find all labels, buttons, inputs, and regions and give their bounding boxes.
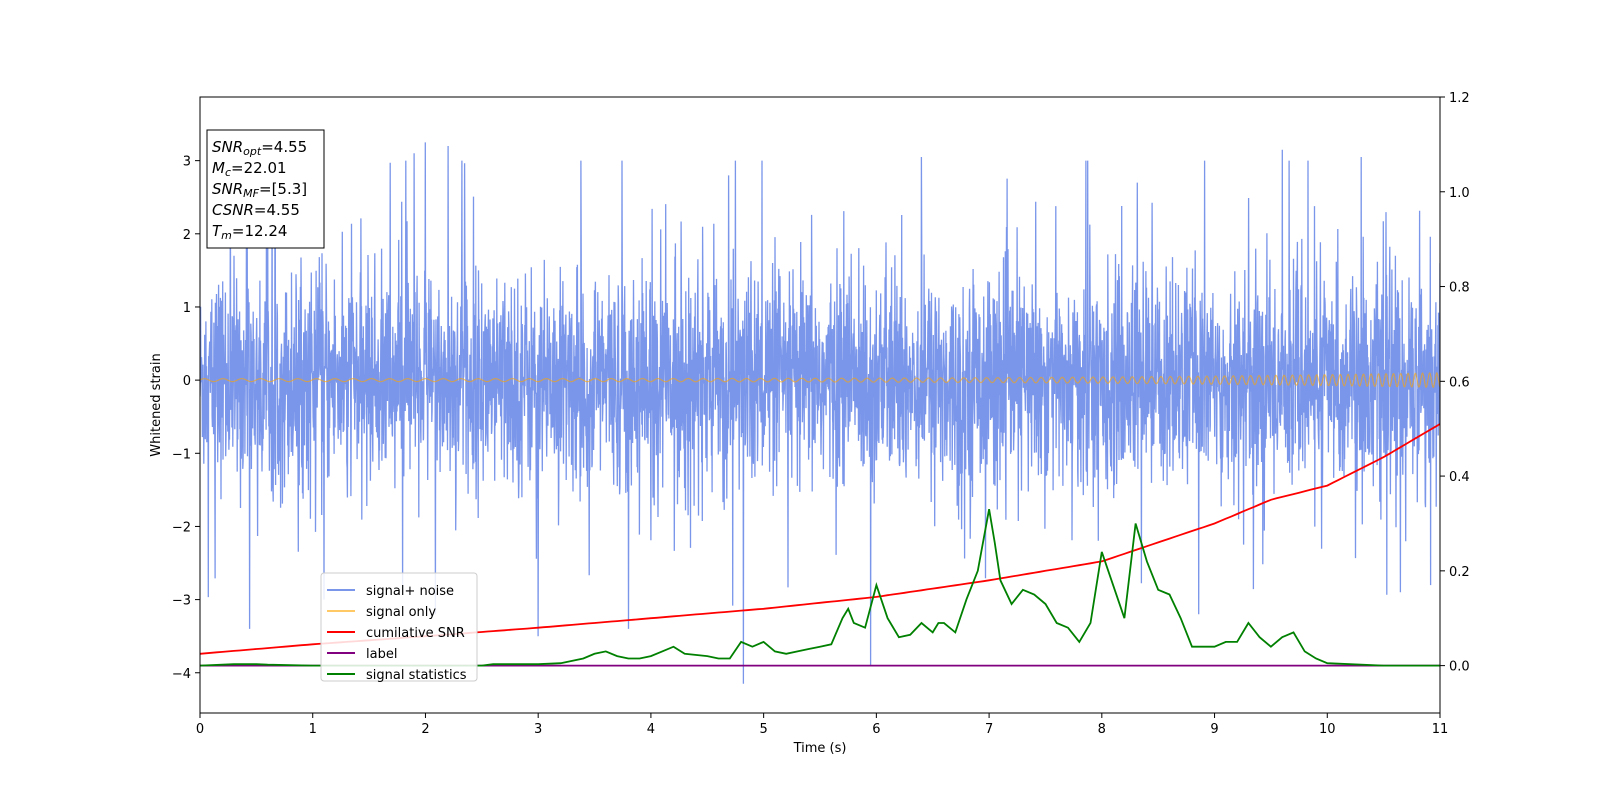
- annotation-symbol: T: [212, 222, 223, 240]
- legend-label: cumilative SNR: [366, 626, 465, 641]
- y-left-tick-label: −2: [172, 520, 191, 535]
- y-left-tick-label: −1: [172, 447, 191, 462]
- y-right-tick-label: 1.0: [1449, 186, 1470, 201]
- x-tick-label: 8: [1098, 722, 1106, 737]
- annotation-symbol: CSNR: [212, 201, 254, 219]
- legend-label: signal+ noise: [366, 584, 454, 599]
- series-signal-noise-line: [200, 142, 1440, 684]
- annotation-value: =[5.3]: [259, 180, 307, 198]
- annotation-symbol: SNR: [212, 138, 243, 156]
- annotation-line: Tm=12.24: [212, 222, 287, 242]
- annotation-line: SNRMF=[5.3]: [212, 180, 307, 200]
- y-left-tick-label: 0: [183, 374, 191, 389]
- x-tick-label: 9: [1210, 722, 1218, 737]
- annotation-symbol: SNR: [212, 180, 243, 198]
- y-left-tick-label: −4: [172, 667, 191, 682]
- series-signal-only-line: [200, 372, 1440, 389]
- annotation-line: Mc=22.01: [212, 159, 287, 179]
- y-right-tick-label: 0.0: [1449, 660, 1470, 675]
- x-tick-label: 6: [872, 722, 880, 737]
- x-tick-label: 3: [534, 722, 542, 737]
- annotation-value: =22.01: [231, 159, 287, 177]
- y-left-tick-label: 3: [183, 155, 191, 170]
- y-left-tick-label: 1: [183, 301, 191, 316]
- y-right-tick-label: 0.8: [1449, 281, 1470, 296]
- x-tick-label: 5: [759, 722, 767, 737]
- y-right-tick-label: 1.2: [1449, 91, 1470, 106]
- annotation-subscript: opt: [243, 145, 262, 158]
- x-tick-label: 2: [421, 722, 429, 737]
- y-right-tick-label: 0.2: [1449, 565, 1470, 580]
- x-tick-label: 10: [1319, 722, 1336, 737]
- y-right-tick-label: 0.4: [1449, 470, 1470, 485]
- x-tick-label: 7: [985, 722, 993, 737]
- y-right-tick-label: 0.6: [1449, 375, 1470, 390]
- plot-frame: [199, 96, 1441, 714]
- annotation-subscript: c: [225, 166, 231, 179]
- legend: signal+ noise signal only cumilative SNR la…: [320, 572, 478, 683]
- annotation-value: =12.24: [232, 222, 288, 240]
- annotation-line: SNRopt=4.55: [212, 138, 307, 158]
- x-tick-label: 11: [1432, 722, 1449, 737]
- axes-ticks: 0 1 2 3 4 5 6 7 8 9 10 11 −4 −3 −2 −1 0 1 2 3 0.0 0.2 0.4 0.6 0.…: [172, 91, 1470, 737]
- annotation-box: SNRopt=4.55Mc=22.01SNRMF=[5.3]CSNR=4.55T…: [206, 129, 325, 249]
- x-axis-label: Time (s): [793, 741, 847, 756]
- legend-label: label: [366, 647, 397, 662]
- x-tick-label: 0: [196, 722, 204, 737]
- annotation-subscript: m: [221, 229, 232, 242]
- legend-label: signal only: [366, 605, 436, 620]
- annotation-value: =4.55: [261, 138, 307, 156]
- y-axis-label: Whitened strain: [149, 353, 164, 456]
- y-left-tick-label: 2: [183, 228, 191, 243]
- legend-label: signal statistics: [366, 668, 467, 683]
- x-tick-label: 4: [647, 722, 655, 737]
- series-signal-statistics-line: [200, 509, 1440, 667]
- annotation-symbol: M: [212, 159, 225, 177]
- annotation-value: =4.55: [254, 201, 300, 219]
- annotation-line: CSNR=4.55: [212, 201, 300, 219]
- y-left-tick-label: −3: [172, 594, 191, 609]
- annotation-subscript: MF: [243, 187, 259, 200]
- annotation-frame: [206, 129, 325, 249]
- x-tick-label: 1: [309, 722, 317, 737]
- legend-frame: [320, 572, 478, 682]
